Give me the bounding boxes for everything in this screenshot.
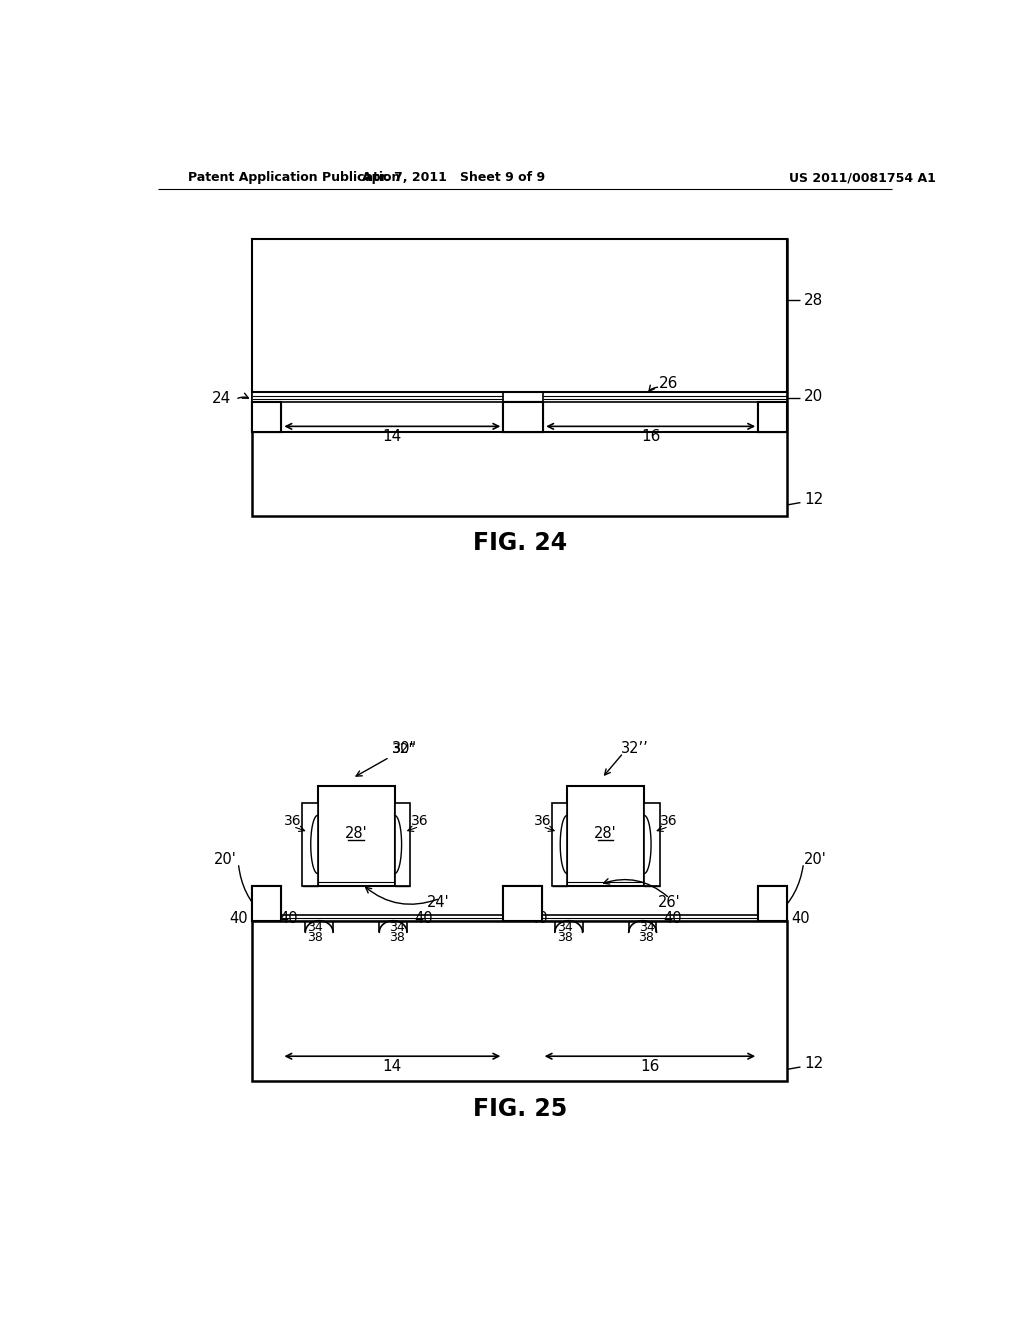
Text: 12: 12: [804, 1056, 823, 1072]
Bar: [503, 886, 542, 921]
Text: 20: 20: [804, 389, 823, 404]
Bar: [252, 886, 282, 921]
Text: 20': 20': [214, 851, 237, 867]
Text: 38: 38: [639, 931, 654, 944]
Bar: [758, 403, 787, 432]
Text: 34: 34: [639, 921, 654, 935]
Text: 38: 38: [557, 931, 572, 944]
Text: 36: 36: [660, 814, 678, 828]
Text: 40: 40: [664, 911, 682, 925]
Bar: [758, 886, 787, 921]
Bar: [542, 915, 758, 921]
Text: 18: 18: [514, 409, 532, 425]
Text: 14: 14: [383, 1059, 402, 1073]
Bar: [252, 239, 787, 392]
Text: Apr. 7, 2011   Sheet 9 of 9: Apr. 7, 2011 Sheet 9 of 9: [362, 172, 546, 185]
Bar: [252, 239, 787, 516]
Text: FIG. 25: FIG. 25: [473, 1097, 567, 1122]
Text: 18: 18: [513, 896, 531, 911]
Text: 26': 26': [658, 895, 681, 911]
Text: 40: 40: [229, 911, 249, 925]
Text: 40: 40: [792, 911, 810, 925]
Text: 28': 28': [594, 826, 617, 841]
Text: 24: 24: [211, 391, 230, 407]
Text: 34: 34: [307, 921, 324, 935]
Text: 30": 30": [392, 742, 418, 756]
Text: FIG. 24: FIG. 24: [473, 532, 567, 556]
Bar: [394, 803, 410, 886]
Text: 12: 12: [804, 492, 823, 507]
Bar: [544, 392, 787, 403]
Text: 24': 24': [427, 895, 450, 911]
Text: 36: 36: [534, 814, 551, 828]
Bar: [252, 886, 282, 921]
Bar: [503, 886, 542, 921]
Text: 18: 18: [764, 896, 782, 911]
Bar: [503, 403, 544, 432]
Text: 18: 18: [258, 409, 276, 425]
Bar: [252, 403, 282, 432]
Bar: [644, 803, 659, 886]
Bar: [282, 915, 503, 921]
Text: 28': 28': [345, 826, 368, 841]
Text: 40: 40: [280, 911, 298, 925]
Text: 16: 16: [640, 1059, 659, 1073]
Text: US 2011/0081754 A1: US 2011/0081754 A1: [788, 172, 936, 185]
Text: 26: 26: [658, 376, 678, 391]
Text: 18: 18: [764, 409, 782, 425]
Text: Patent Application Publication: Patent Application Publication: [188, 172, 400, 185]
Text: 34: 34: [389, 921, 404, 935]
Bar: [503, 403, 544, 432]
Text: 36: 36: [285, 814, 302, 828]
Text: 32’’: 32’’: [621, 742, 649, 756]
Bar: [252, 392, 503, 403]
Text: 14: 14: [383, 429, 402, 444]
Text: 20': 20': [804, 851, 827, 867]
Text: 38: 38: [307, 931, 324, 944]
Bar: [252, 403, 282, 432]
Bar: [758, 886, 787, 921]
Text: 40: 40: [529, 911, 548, 925]
Text: 16: 16: [641, 429, 660, 444]
Bar: [317, 785, 394, 886]
Text: 32": 32": [356, 742, 417, 776]
Text: 18: 18: [258, 896, 276, 911]
Text: 38: 38: [389, 931, 404, 944]
Text: 28: 28: [804, 293, 823, 308]
Text: 36: 36: [411, 814, 428, 828]
Bar: [567, 785, 644, 886]
Bar: [302, 803, 317, 886]
Text: 34: 34: [557, 921, 572, 935]
Bar: [252, 921, 787, 1081]
Bar: [758, 403, 787, 432]
Text: 40: 40: [414, 911, 432, 925]
Bar: [552, 803, 567, 886]
